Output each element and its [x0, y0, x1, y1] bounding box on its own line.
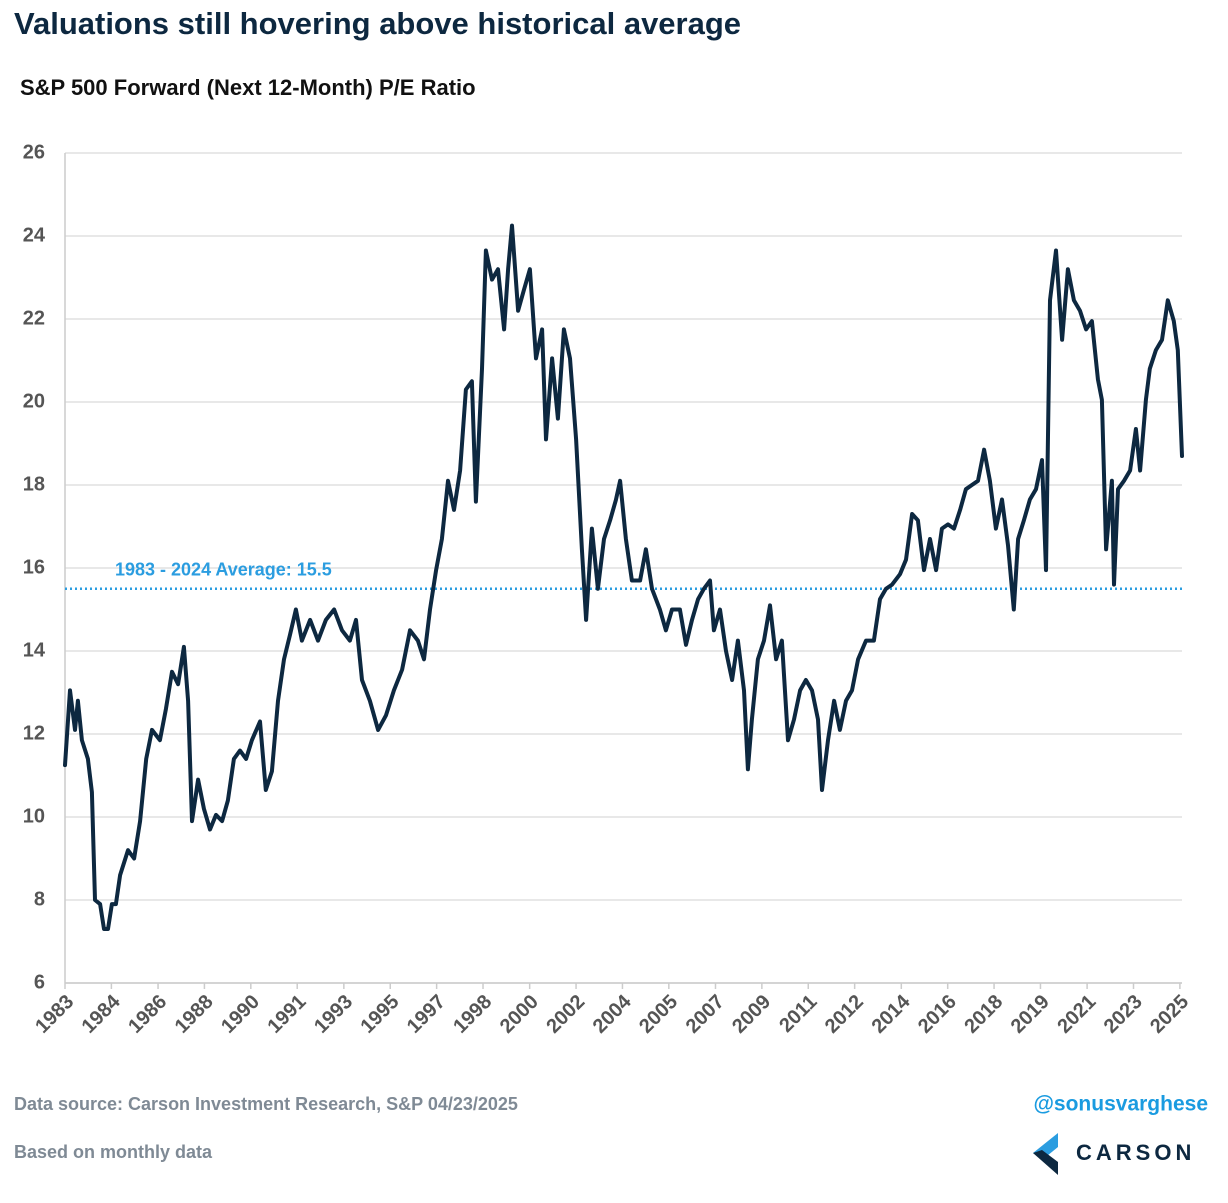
- y-tick-label: 24: [23, 224, 46, 246]
- x-tick-label: 2000: [496, 991, 543, 1038]
- y-tick-label: 18: [23, 473, 45, 495]
- x-tick-label: 2019: [1007, 991, 1054, 1038]
- x-tick-label: 2014: [868, 990, 916, 1038]
- author-handle: @sonusvarghese: [1033, 1093, 1208, 1116]
- x-tick-label: 1995: [356, 991, 403, 1038]
- x-tick-label: 2007: [682, 991, 729, 1038]
- x-tick-label: 2011: [775, 991, 821, 1037]
- logo-mark: [1033, 1150, 1058, 1175]
- footnote: Based on monthly data: [14, 1142, 213, 1162]
- x-tick-label: 2009: [728, 991, 775, 1038]
- brand-name: CARSON: [1076, 1140, 1195, 1165]
- x-tick-label: 1990: [217, 991, 264, 1038]
- y-tick-label: 12: [23, 722, 45, 744]
- chart-subtitle: S&P 500 Forward (Next 12-Month) P/E Rati…: [20, 75, 476, 100]
- x-tick-label: 2018: [960, 991, 1007, 1038]
- average-label: 1983 - 2024 Average: 15.5: [115, 560, 332, 580]
- brand-logo: CARSON: [1033, 1133, 1195, 1175]
- x-tick-label: 1984: [78, 990, 126, 1038]
- x-tick-label: 2005: [635, 991, 682, 1038]
- x-tick-label: 2004: [589, 990, 637, 1038]
- source-note: Data source: Carson Investment Research,…: [14, 1094, 518, 1114]
- x-tick-label: 2023: [1100, 991, 1147, 1038]
- pe-ratio-line: [63, 223, 1184, 931]
- x-tick-label: 1983: [31, 991, 78, 1038]
- y-tick-label: 8: [34, 888, 45, 910]
- y-tick-label: 14: [23, 639, 46, 661]
- x-tick-label: 2025: [1146, 991, 1193, 1038]
- chart-title: Valuations still hovering above historic…: [14, 6, 741, 41]
- x-tick-label: 1988: [171, 991, 218, 1038]
- x-tick-label: 1993: [310, 991, 357, 1038]
- y-tick-label: 6: [34, 971, 45, 993]
- x-tick-label: 1998: [449, 991, 496, 1038]
- x-tick-label: 2016: [914, 991, 961, 1038]
- x-tick-label: 2002: [542, 991, 589, 1038]
- y-tick-label: 10: [23, 805, 45, 827]
- x-tick-label: 2021: [1053, 991, 1100, 1038]
- x-tick-label: 1997: [403, 991, 450, 1038]
- y-tick-label: 22: [23, 307, 45, 329]
- y-tick-label: 16: [23, 556, 45, 578]
- x-tick-label: 2012: [821, 991, 868, 1038]
- y-tick-label: 20: [23, 390, 45, 412]
- y-tick-label: 26: [23, 141, 45, 163]
- x-tick-label: 1991: [263, 991, 310, 1038]
- x-tick-label: 1986: [124, 991, 171, 1038]
